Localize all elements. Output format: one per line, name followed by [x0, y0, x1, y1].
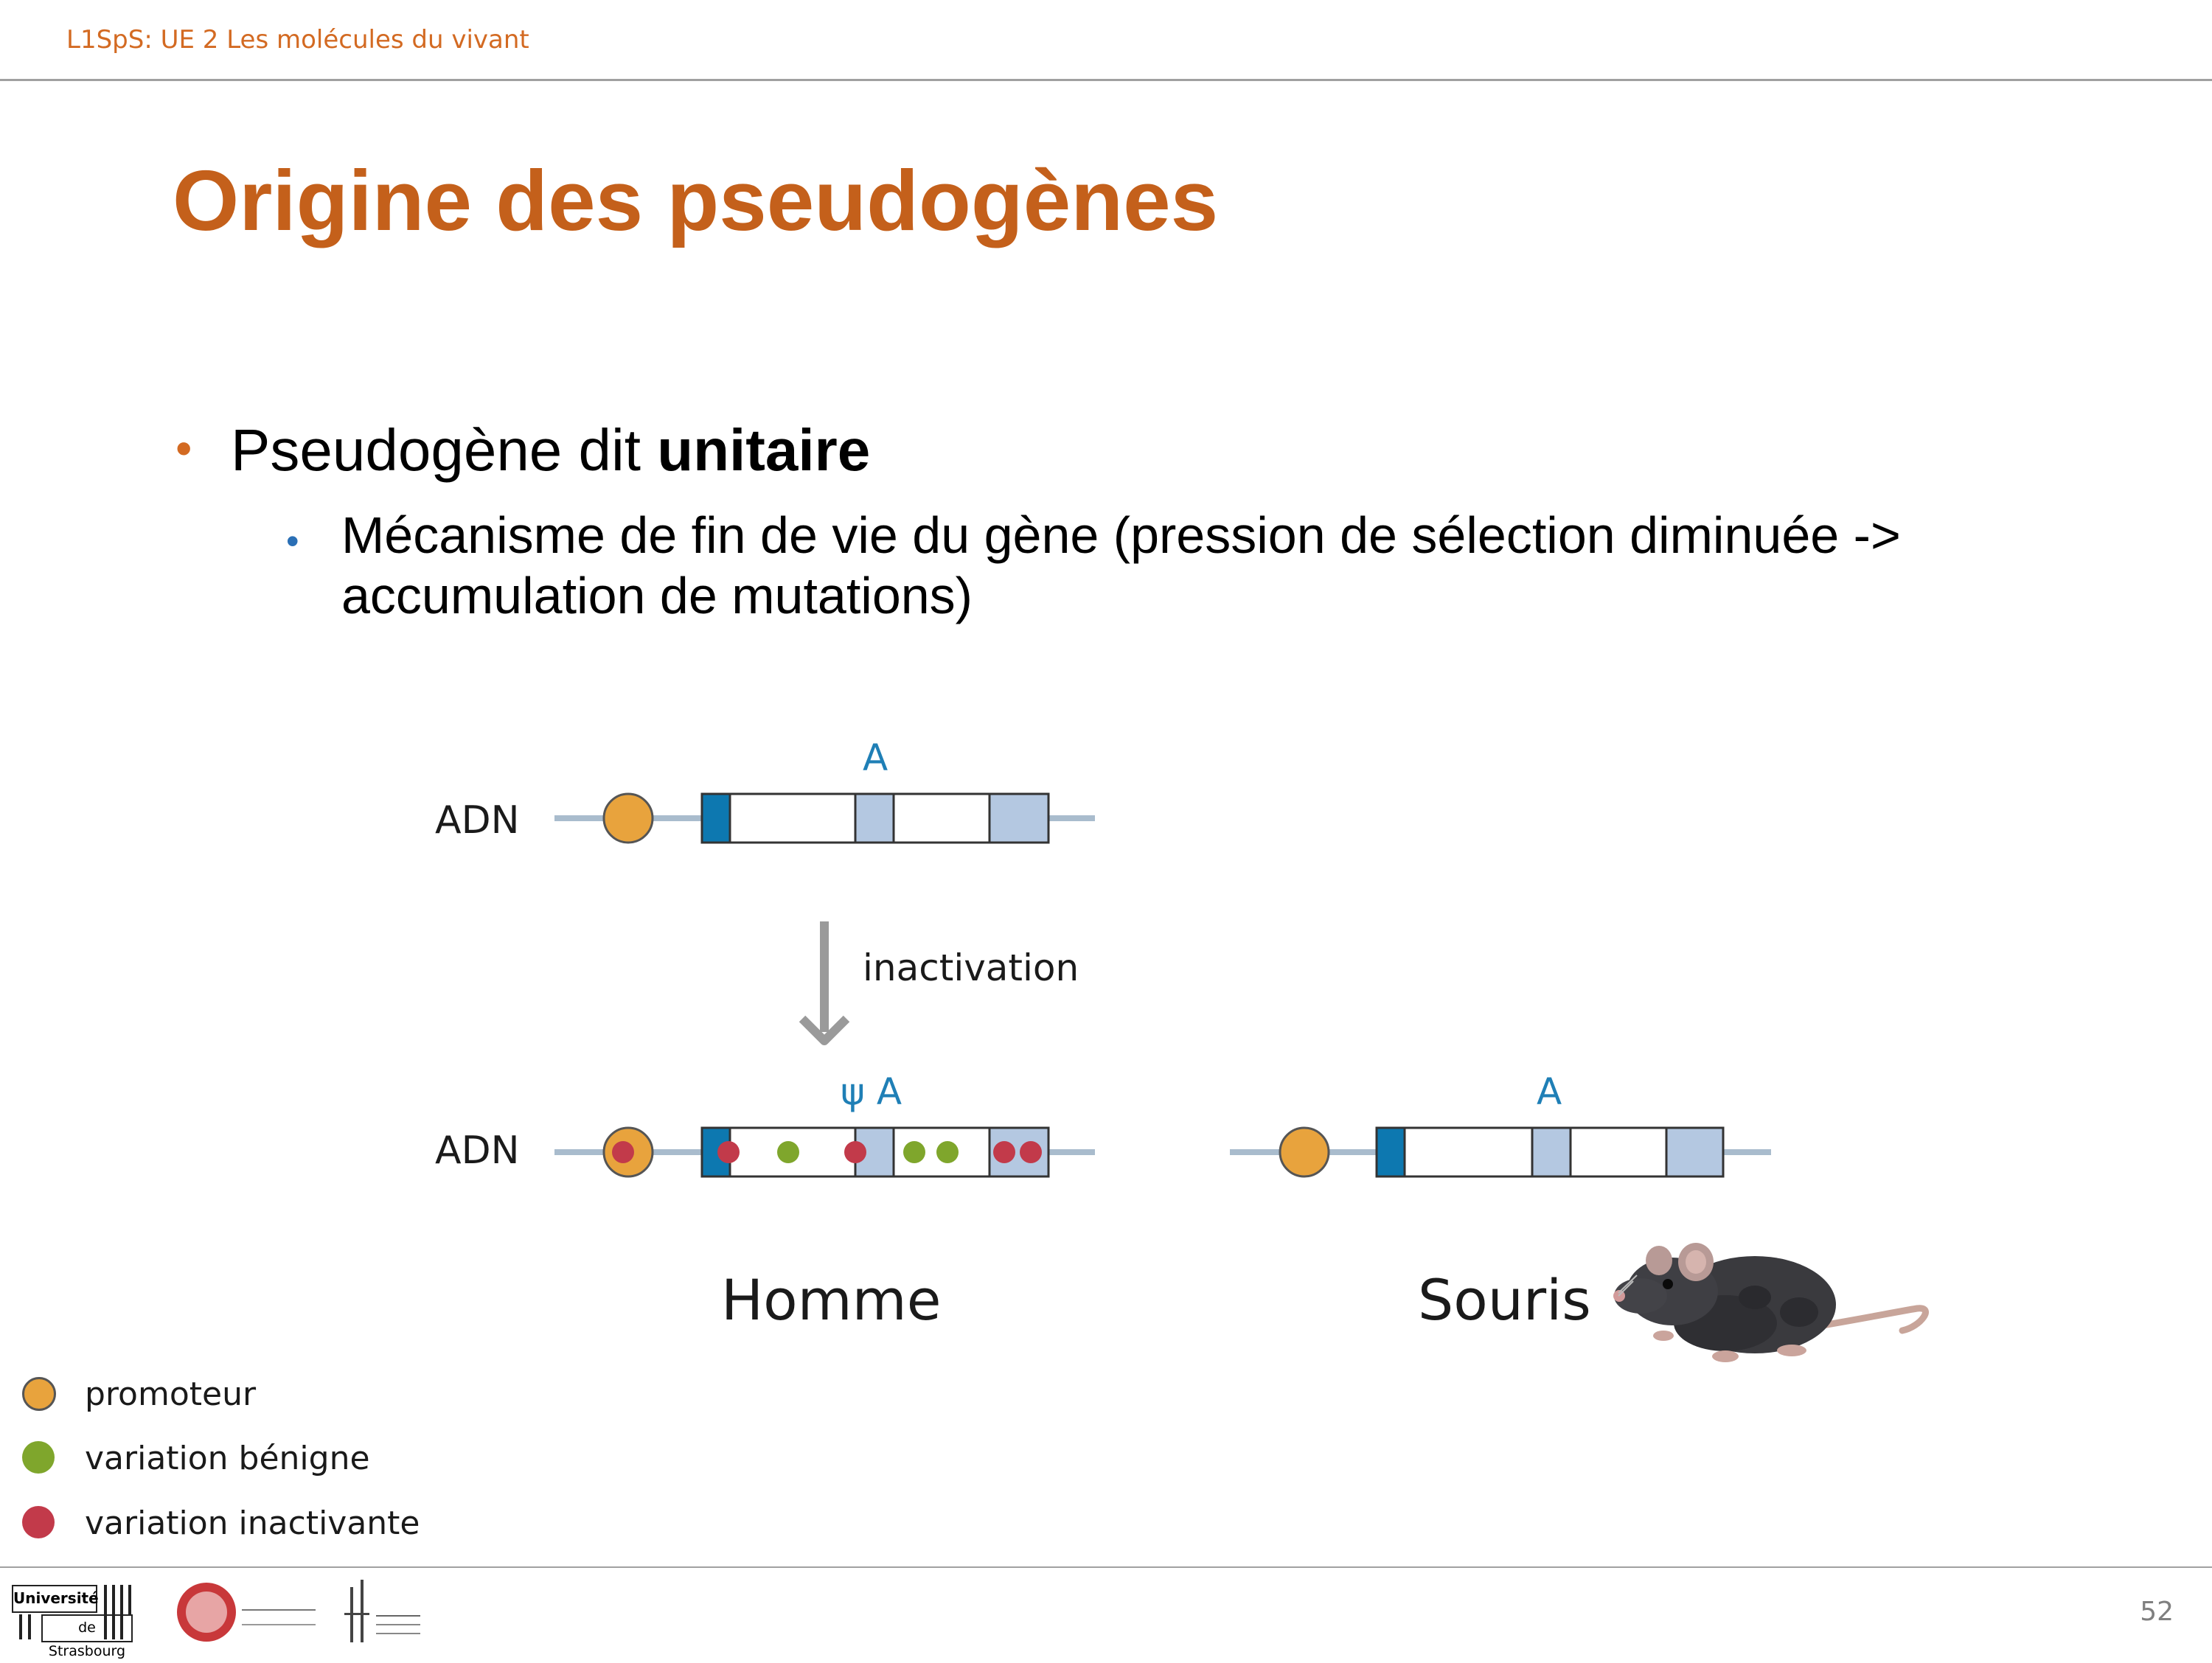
inactivating-variation-dot: [717, 1141, 740, 1163]
mouse-exon-light-2: [1665, 1126, 1725, 1178]
benign-variation-dot: [903, 1141, 925, 1163]
inactivating-variation-legend-icon: [22, 1506, 55, 1538]
promoter-mouse: [1279, 1126, 1330, 1178]
exon-dark-top: [700, 792, 731, 844]
inactivating-variation-dot: [844, 1141, 866, 1163]
mouse-exon-dark: [1375, 1126, 1406, 1178]
exon-light-top-1: [854, 792, 895, 844]
inactivating-variation-dot: [993, 1141, 1015, 1163]
bullet-level1-bold: unitaire: [657, 417, 871, 483]
course-header: L1SpS: UE 2 Les molécules du vivant: [66, 25, 529, 55]
inactivating-variation-dot: [1020, 1141, 1042, 1163]
faculty-medicine-logo: [177, 1583, 317, 1643]
inactivation-arrow-head: [799, 1015, 850, 1045]
arrow-label: inactivation: [863, 946, 1079, 989]
university-logo-subtitle: de Strasbourg: [41, 1614, 133, 1659]
bullet-dot: •: [286, 520, 299, 562]
inactivating-variation-dot: [612, 1141, 634, 1163]
hospitals-logo: [343, 1580, 424, 1645]
exon-light-top-2: [988, 792, 1050, 844]
bullet-level1-prefix: Pseudogène dit: [231, 417, 658, 483]
benign-variation-legend-icon: [22, 1441, 55, 1474]
dna-label-top: ADN: [435, 798, 520, 843]
university-logo: Université de Strasbourg: [12, 1585, 156, 1659]
benign-variation-dot: [936, 1141, 959, 1163]
slide-title: Origine des pseudogènes: [173, 153, 1219, 248]
mouse-exon-light-1: [1531, 1126, 1572, 1178]
benign-variation-dot: [777, 1141, 799, 1163]
page-number: 52: [2140, 1597, 2174, 1627]
species-label-mouse: Souris: [1418, 1267, 1591, 1333]
footer-divider: [0, 1566, 2212, 1568]
bullet-dot: •: [175, 422, 192, 475]
bullet-level1-text: Pseudogène dit unitaire: [231, 416, 870, 484]
species-label-human: Homme: [721, 1267, 941, 1333]
legend-label: variation bénigne: [85, 1440, 370, 1477]
legend-label: promoteur: [85, 1376, 257, 1413]
dna-label-bottom: ADN: [435, 1129, 520, 1173]
gene-label-top: A: [863, 736, 888, 779]
header-divider: [0, 79, 2212, 81]
mouse-illustration: [1613, 1243, 1929, 1362]
university-logo-name: Université: [12, 1585, 99, 1613]
bullet-level2-text: Mécanisme de fin de vie du gène (pressio…: [341, 506, 1901, 624]
legend-label: variation inactivante: [85, 1505, 420, 1542]
pseudogene-label: ψ A: [841, 1070, 902, 1113]
promoter-legend-icon: [22, 1377, 56, 1411]
promoter-top: [602, 792, 654, 844]
mouse-gene-label: A: [1537, 1070, 1562, 1113]
